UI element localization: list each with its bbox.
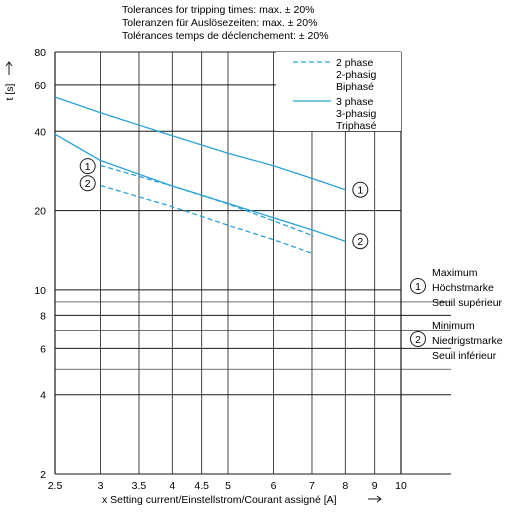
- curve-markers: 1 2 1 2: [79, 158, 369, 250]
- y-tick-label: 8: [40, 310, 46, 322]
- key-marker-1-circle: [410, 278, 426, 294]
- x-tick-label: 4.5: [194, 480, 209, 492]
- marker-key: 1 Maximum Höchstmarke Seuil supérieur 2 Minim…: [410, 267, 503, 362]
- key-text: Seuil inférieur: [432, 350, 497, 362]
- x-tick-label: 5: [225, 480, 231, 492]
- x-tick-label: 10: [395, 480, 407, 492]
- key-text: Seuil supérieur: [432, 297, 503, 309]
- y-tick-label: 6: [40, 343, 46, 355]
- legend-entry-text: Triphasé: [336, 120, 377, 132]
- key-text: Maximum: [432, 267, 478, 279]
- y-tick-label: 60: [34, 80, 46, 92]
- curve-end-marker-1: 1: [352, 181, 369, 198]
- header-line-en: Tolerances for tripping times: max. ± 20…: [122, 4, 315, 16]
- legend-entry-text: 3 phase: [336, 96, 374, 108]
- series-line-solid-2: [54, 133, 346, 242]
- x-tick-label: 2.5: [48, 480, 63, 492]
- curve-start-marker-1: 1: [79, 158, 96, 175]
- axes: t [s] x Setting current/Einstellstrom/Co…: [4, 61, 382, 506]
- header-line-fr: Tolérances temps de déclenchement: ± 20%: [122, 30, 329, 42]
- y-tick-label: 10: [34, 285, 46, 297]
- y-tick-labels: 2 4 6 8 10 20 40 60 80: [34, 47, 46, 481]
- x-tick-label: 4: [169, 480, 175, 492]
- x-axis-label: x Setting current/Einstellstrom/Courant …: [102, 494, 337, 506]
- series-line-dashed-1: [100, 164, 315, 237]
- curves: [54, 96, 346, 255]
- series-line-solid-1: [54, 96, 346, 191]
- curve-end-marker-2: 2: [352, 233, 369, 250]
- x-tick-label: 8: [342, 480, 348, 492]
- x-tick-label: 9: [372, 480, 378, 492]
- key-text: Höchstmarke: [432, 282, 494, 294]
- curve-end-marker-1-circle: [352, 181, 369, 198]
- header-line-de: Toleranzen für Auslösezeiten: max. ± 20%: [122, 17, 317, 29]
- curve-start-marker-1-circle: [79, 158, 96, 175]
- legend-entry-text: Biphasé: [336, 81, 374, 93]
- y-tick-label: 4: [40, 390, 46, 402]
- tolerance-header: Tolerances for tripping times: max. ± 20…: [122, 4, 329, 42]
- key-marker-2-circle: [410, 331, 426, 347]
- key-text: Niedrigstmarke: [432, 335, 503, 347]
- y-tick-label: 80: [34, 47, 46, 59]
- x-tick-label: 3: [98, 480, 104, 492]
- curve-end-marker-1-number: 1: [357, 185, 363, 197]
- curve-start-marker-2-circle: [79, 175, 96, 192]
- key-marker-2: 2: [410, 331, 426, 347]
- y-axis-label: t [s]: [4, 83, 16, 100]
- legend-entry-text: 2 phase: [336, 57, 374, 69]
- x-axis-arrow: [368, 495, 382, 503]
- curve-start-marker-2-number: 2: [85, 178, 91, 190]
- key-marker-2-number: 2: [415, 334, 421, 346]
- legend-entry-text: 3-phasig: [336, 108, 376, 120]
- curve-start-marker-1-number: 1: [85, 161, 91, 173]
- key-text: Minimum: [432, 320, 475, 332]
- x-tick-label: 6: [271, 480, 277, 492]
- y-tick-label: 2: [40, 469, 46, 481]
- y-axis-arrow: [5, 61, 13, 75]
- y-tick-label: 20: [34, 206, 46, 218]
- x-tick-label: 7: [309, 480, 315, 492]
- series-line-dashed-2: [100, 184, 315, 255]
- x-tick-labels: 2.5 3 3.5 4 4.5 5 6 7 8 9 10: [48, 480, 407, 492]
- key-marker-1: 1: [410, 278, 426, 294]
- curve-start-marker-2: 2: [79, 175, 96, 192]
- curve-end-marker-2-circle: [352, 233, 369, 250]
- legend-background: [276, 52, 401, 131]
- key-marker-1-number: 1: [415, 281, 421, 293]
- curve-end-marker-2-number: 2: [357, 236, 363, 248]
- y-tick-label: 40: [34, 126, 46, 138]
- legend-entry-text: 2-phasig: [336, 69, 376, 81]
- x-tick-label: 3.5: [132, 480, 147, 492]
